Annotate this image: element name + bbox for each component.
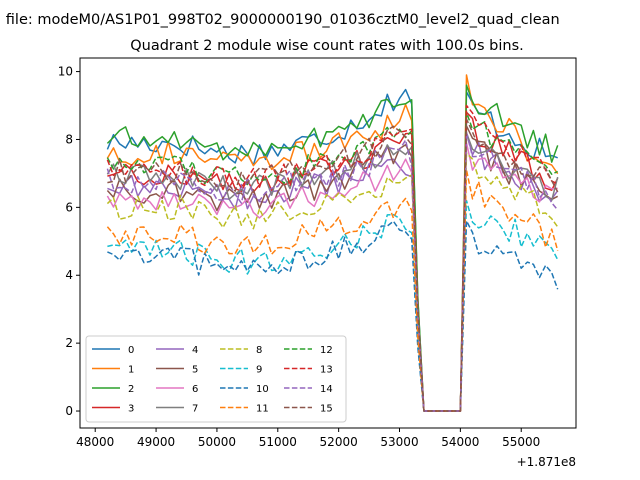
legend-label: 12 — [320, 345, 333, 356]
x-tick-label: 52000 — [320, 435, 358, 449]
legend-label: 9 — [256, 365, 262, 376]
x-offset-label: +1.871e8 — [517, 455, 576, 469]
x-tick-label: 55000 — [502, 435, 540, 449]
y-tick-label: 10 — [58, 65, 73, 79]
series-line-11 — [106, 169, 559, 412]
series-line-8 — [106, 152, 559, 412]
figure-suptitle: n file: modeM0/AS1P01_998T02_9000000190_… — [0, 12, 560, 28]
legend-label: 10 — [256, 384, 269, 395]
x-tick-label: 54000 — [441, 435, 479, 449]
series-line-7 — [106, 131, 559, 412]
series-line-15 — [107, 118, 559, 412]
y-tick-label: 0 — [65, 404, 73, 418]
legend-label: 15 — [320, 404, 333, 415]
y-tick-label: 4 — [65, 268, 73, 282]
x-tick-label: 53000 — [380, 435, 418, 449]
legend-box — [85, 335, 347, 423]
legend-label: 4 — [192, 345, 198, 356]
legend-label: 8 — [256, 345, 262, 356]
series-line-2 — [106, 84, 559, 412]
x-axis: 48000 49000 50000 51000 52000 53000 54000 55000 — [76, 428, 540, 449]
series-layer — [106, 74, 559, 412]
x-tick-label: 50000 — [198, 435, 236, 449]
y-tick-label: 2 — [65, 336, 73, 350]
legend-label: 6 — [192, 384, 198, 395]
series-line-6 — [106, 142, 558, 412]
series-line-9 — [107, 199, 559, 412]
x-tick-label: 49000 — [137, 435, 175, 449]
chart-title: Quadrant 2 module wise count rates with … — [130, 38, 524, 54]
axes-frame — [79, 57, 577, 429]
series-line-12 — [106, 111, 559, 412]
series-line-1 — [106, 74, 559, 412]
legend-label: 5 — [192, 365, 198, 376]
y-axis: 0 2 4 6 8 10 — [58, 65, 80, 418]
legend-label: 13 — [320, 365, 333, 376]
legend-label: 3 — [128, 404, 134, 415]
legend-label: 0 — [128, 345, 134, 356]
series-line-14 — [106, 131, 559, 412]
y-tick-label: 8 — [65, 132, 73, 146]
legend-label: 2 — [128, 384, 134, 395]
plot-area: 48000 49000 50000 51000 52000 53000 54000 55000… — [58, 57, 577, 469]
series-line-13 — [106, 104, 559, 412]
x-tick-label: 51000 — [259, 435, 297, 449]
legend-label: 1 — [128, 365, 134, 376]
legend-label: 11 — [256, 404, 269, 415]
legend-label: 7 — [192, 404, 198, 415]
legend-label: 14 — [320, 384, 333, 395]
y-tick-label: 6 — [65, 200, 73, 214]
x-tick-label: 48000 — [76, 435, 114, 449]
series-line-10 — [107, 220, 559, 412]
